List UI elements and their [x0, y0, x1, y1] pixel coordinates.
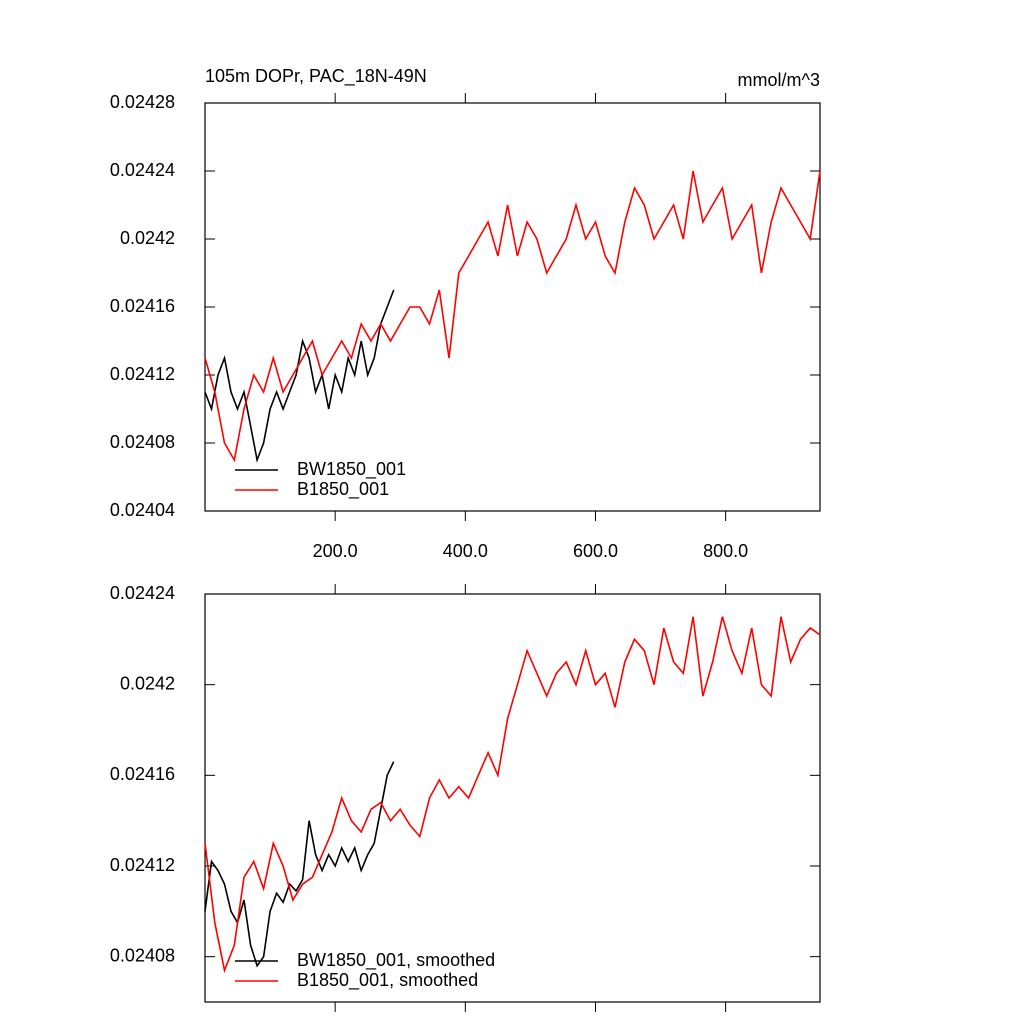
legend-label: BW1850_001 — [297, 459, 406, 480]
units-label: mmol/m^3 — [738, 70, 820, 90]
y-tick-label: 0.02416 — [110, 764, 175, 784]
data-line — [204, 289, 395, 463]
legend-label: BW1850_001, smoothed — [297, 950, 495, 971]
legend-label: B1850_001, smoothed — [297, 970, 478, 991]
data-line — [204, 170, 821, 463]
data-line — [204, 616, 821, 974]
y-tick-label: 0.0242 — [120, 228, 175, 248]
x-tick-label: 800.0 — [703, 541, 748, 561]
legend-label: B1850_001 — [297, 479, 389, 500]
x-tick-label: 600.0 — [573, 541, 618, 561]
y-tick-label: 0.02412 — [110, 855, 175, 875]
y-tick-label: 0.02416 — [110, 296, 175, 316]
data-line — [204, 761, 395, 968]
y-tick-label: 0.0242 — [120, 673, 175, 693]
y-tick-label: 0.02424 — [110, 160, 175, 180]
y-tick-label: 0.02404 — [110, 500, 175, 520]
plot-frame — [204, 593, 821, 1003]
x-tick-label: 400.0 — [443, 541, 488, 561]
x-tick-label: 200.0 — [313, 541, 358, 561]
y-tick-label: 0.02408 — [110, 945, 175, 965]
y-tick-label: 0.02428 — [110, 92, 175, 112]
chart-title: 105m DOPr, PAC_18N-49N — [205, 66, 427, 87]
y-tick-label: 0.02424 — [110, 583, 175, 603]
plot-frame — [204, 102, 821, 512]
y-tick-label: 0.02412 — [110, 364, 175, 384]
y-tick-label: 0.02408 — [110, 432, 175, 452]
